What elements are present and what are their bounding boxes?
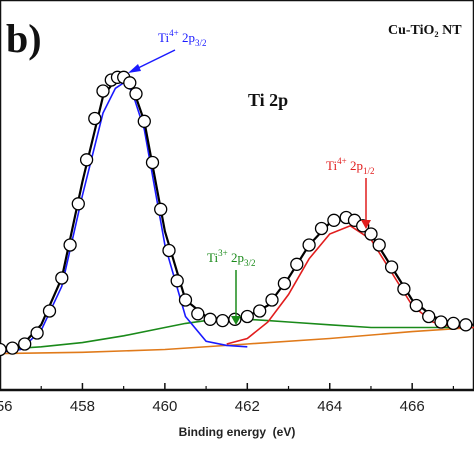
- data-point: [459, 318, 473, 332]
- data-point: [434, 315, 448, 329]
- series-line-ti4-2p12-fit: [226, 224, 474, 345]
- x-tick-label: 460: [152, 398, 177, 415]
- data-point: [55, 271, 69, 285]
- x-tick-label: 466: [400, 398, 425, 415]
- data-point: [170, 274, 184, 288]
- data-point: [265, 293, 279, 307]
- x-tick-label: 464: [317, 398, 342, 415]
- data-point: [63, 238, 77, 252]
- curves-layer: [0, 76, 474, 355]
- arrowhead-ti3-2p32: [231, 316, 241, 325]
- data-point: [18, 337, 32, 351]
- data-point: [0, 342, 7, 357]
- data-point: [203, 312, 217, 326]
- data-point: [123, 76, 137, 90]
- x-tick-label: 456: [0, 398, 13, 415]
- data-point: [397, 282, 411, 296]
- plot-frame: [0, 0, 474, 392]
- data-point: [253, 304, 267, 318]
- data-point: [302, 238, 316, 252]
- data-point: [364, 227, 378, 241]
- data-point: [314, 221, 329, 236]
- data-point: [30, 326, 44, 340]
- data-point: [137, 114, 151, 128]
- data-point: [162, 243, 176, 258]
- x-axis-title: Binding energy (eV): [179, 425, 296, 439]
- x-tick-label: 462: [235, 398, 260, 415]
- series-line-envelope: [0, 76, 474, 351]
- arrowhead-ti4-2p12: [361, 220, 371, 229]
- data-point: [384, 260, 399, 274]
- data-point: [178, 293, 193, 307]
- data-point: [154, 202, 168, 216]
- series-line-background: [0, 326, 474, 355]
- data-point: [277, 276, 292, 291]
- data-point: [372, 238, 386, 252]
- data-point: [191, 307, 205, 321]
- data-point: [79, 153, 94, 167]
- sample-label: Cu-TiO₂ NT: [388, 23, 462, 38]
- panel-label: b): [6, 16, 42, 61]
- data-point: [96, 84, 110, 98]
- data-point: [240, 309, 254, 324]
- x-tick-label: 458: [70, 398, 95, 415]
- data-point: [88, 111, 102, 126]
- data-point: [145, 155, 160, 170]
- data-point: [5, 341, 20, 355]
- annotation-ti3-2p32: Ti3+ 2p3/2: [207, 248, 255, 268]
- annotation-ti4-2p32: Ti4+ 2p3/2: [158, 28, 206, 48]
- data-point: [129, 87, 143, 101]
- annotation-ti4-2p12: Ti4+ 2p1/2: [326, 156, 374, 176]
- series-line-ti4-2p32-fit: [0, 81, 248, 354]
- chart-title: Ti 2p: [248, 90, 288, 110]
- markers-layer: [0, 70, 473, 357]
- data-point: [409, 298, 423, 313]
- data-point: [446, 316, 461, 331]
- data-point: [71, 197, 85, 211]
- x-ticks: 456 458 460 462 464 466: [0, 383, 454, 415]
- arrowhead-ti4-2p32: [128, 64, 141, 73]
- data-point: [422, 309, 436, 324]
- data-point: [327, 213, 341, 227]
- data-point: [290, 257, 304, 271]
- data-point: [215, 313, 230, 328]
- data-point: [42, 304, 57, 318]
